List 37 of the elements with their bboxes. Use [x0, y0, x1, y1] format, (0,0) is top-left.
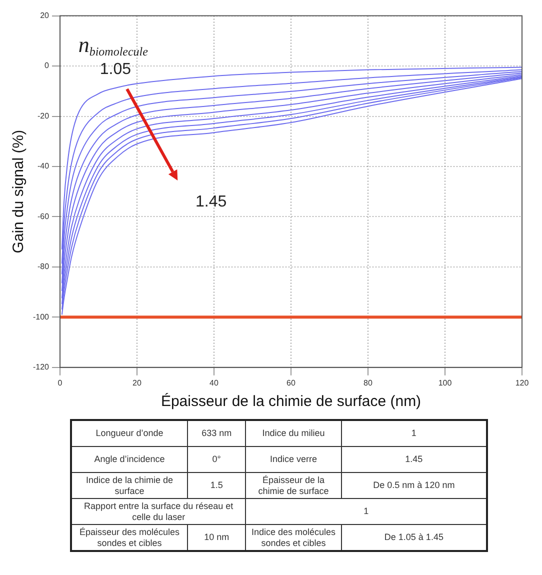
- x-tick-label: 40: [210, 378, 220, 388]
- text: Épaisseur des molécules sondes et cibles: [71, 524, 188, 551]
- x-tick-label: 0: [58, 378, 63, 388]
- y-tick-label: -60: [37, 212, 50, 221]
- annotation: 1.45: [196, 194, 227, 211]
- text: 1: [246, 498, 487, 524]
- x-tick-label: 120: [515, 378, 530, 388]
- text: 10 nm: [187, 524, 246, 551]
- y-tick-label: 0: [44, 61, 50, 70]
- text: Indice du milieu: [246, 420, 342, 446]
- text: 1.45: [341, 446, 487, 472]
- y-tick-label: -80: [37, 262, 50, 272]
- text: Épaisseur de la chimie de surface: [246, 472, 342, 498]
- y-tick-label: -120: [32, 362, 50, 372]
- text: 1: [341, 420, 487, 446]
- x-tick-label: 60: [286, 378, 296, 388]
- y-axis-title: Gain du signal (%): [10, 130, 28, 254]
- y-tick-label: -20: [37, 111, 50, 120]
- x-tick-label: 100: [438, 378, 452, 388]
- text: De 0.5 nm à 120 nm: [341, 472, 487, 498]
- text: Rapport entre la surface du réseau et celle du laser: [71, 498, 246, 524]
- text: Indice des molécules sondes et cibles: [246, 524, 342, 551]
- x-tick-label: 20: [132, 378, 142, 388]
- text: Angle d’incidence: [71, 446, 188, 472]
- text: De 1.05 à 1.45: [341, 524, 487, 551]
- text: 633 nm: [187, 420, 246, 446]
- text: Indice de la chimie de surface: [71, 472, 188, 498]
- text: 0°: [187, 446, 246, 472]
- text: 1.5: [187, 472, 246, 498]
- x-tick-label: 80: [364, 378, 373, 388]
- annotation: 1.05: [100, 61, 132, 78]
- text: Indice verre: [246, 446, 342, 472]
- x-axis-title: Épaisseur de la chimie de surface (nm): [160, 392, 422, 410]
- text: Longueur d’onde: [71, 420, 188, 446]
- y-tick-label: -100: [32, 312, 50, 322]
- y-tick-label: -40: [37, 162, 50, 171]
- y-tick-label: 20: [40, 11, 50, 20]
